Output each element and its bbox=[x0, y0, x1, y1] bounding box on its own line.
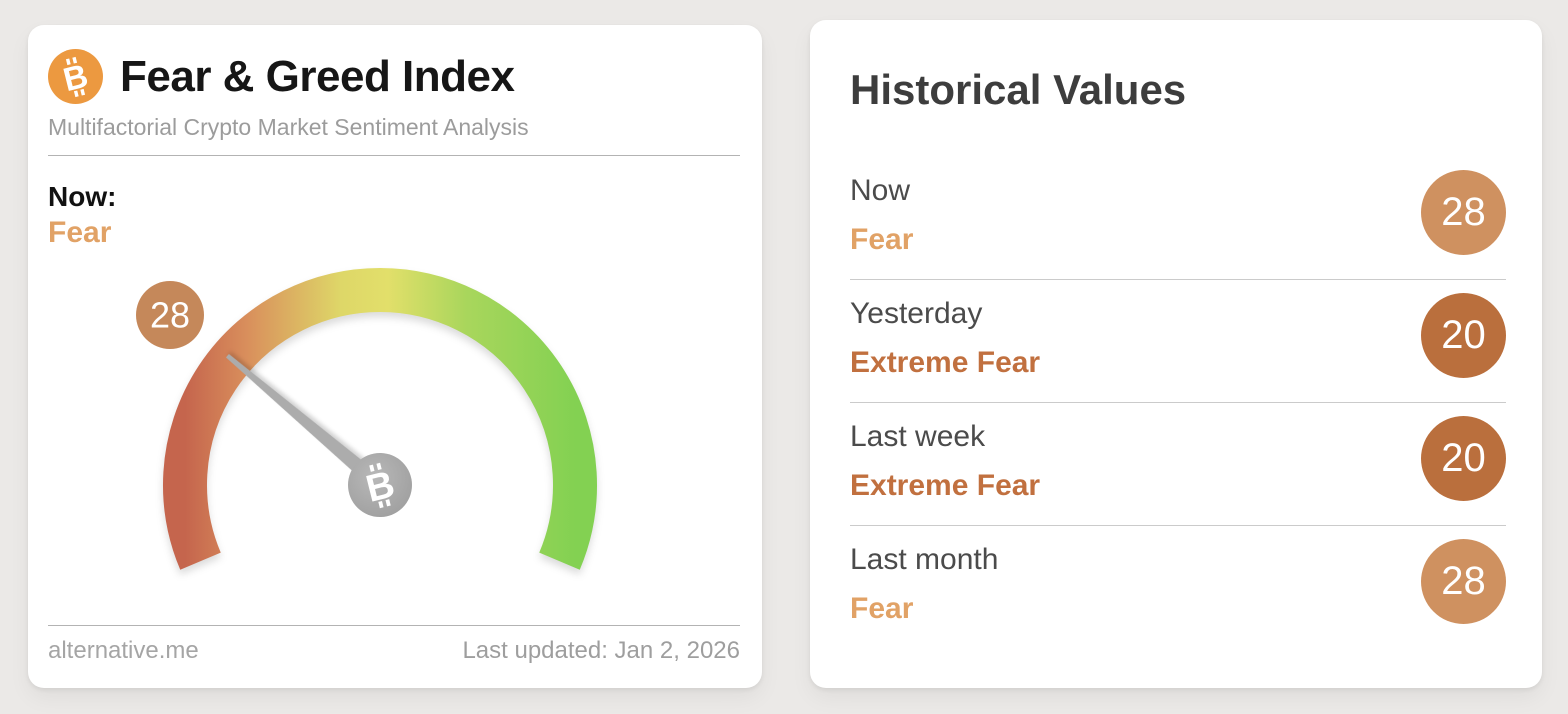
historical-values-list: Now Fear 28 Yesterday Extreme Fear 20 La… bbox=[850, 157, 1506, 649]
value-badge-text: 28 bbox=[1441, 190, 1486, 234]
gauge-value-badge-text: 28 bbox=[150, 295, 190, 336]
footer-divider bbox=[48, 625, 740, 626]
history-row-yesterday: Yesterday Extreme Fear 20 bbox=[850, 280, 1506, 403]
history-row-sentiment: Extreme Fear bbox=[850, 346, 1041, 379]
gauge-value-badge: 28 bbox=[136, 281, 204, 349]
fear-greed-header: B Fear & Greed Index bbox=[48, 49, 515, 104]
gauge-needle bbox=[225, 354, 386, 492]
history-row-sentiment: Extreme Fear bbox=[850, 469, 1041, 502]
history-row-now: Now Fear 28 bbox=[850, 157, 1506, 280]
value-badge-text: 28 bbox=[1441, 559, 1486, 603]
history-row-label: Now bbox=[850, 174, 911, 207]
last-updated-text: Last updated: Jan 2, 2026 bbox=[462, 637, 740, 664]
value-badge: 20 bbox=[1421, 416, 1506, 501]
value-badge: 20 bbox=[1421, 293, 1506, 378]
now-sentiment: Fear bbox=[48, 216, 112, 249]
value-badge: 28 bbox=[1421, 539, 1506, 624]
value-badge-text: 20 bbox=[1441, 313, 1486, 357]
history-row-sentiment: Fear bbox=[850, 592, 914, 625]
historical-values-title: Historical Values bbox=[850, 66, 1187, 113]
bitcoin-logo-icon: B bbox=[48, 49, 103, 104]
history-row-label: Yesterday bbox=[850, 297, 983, 330]
history-row-sentiment: Fear bbox=[850, 223, 914, 256]
history-row-last-week: Last week Extreme Fear 20 bbox=[850, 403, 1506, 526]
history-row-last-month: Last month Fear 28 bbox=[850, 526, 1506, 649]
source-link[interactable]: alternative.me bbox=[48, 637, 199, 664]
now-label: Now: bbox=[48, 181, 117, 212]
value-badge: 28 bbox=[1421, 170, 1506, 255]
historical-values-card: Historical Values Now Fear 28 Yesterday … bbox=[810, 20, 1542, 688]
gauge-hub: B bbox=[348, 453, 412, 517]
fear-greed-card: B Fear & Greed Index Multifactorial Cryp… bbox=[28, 25, 762, 688]
page-title: Fear & Greed Index bbox=[120, 51, 515, 101]
fear-greed-gauge: 28 B bbox=[120, 240, 640, 590]
history-row-label: Last week bbox=[850, 420, 986, 453]
header-divider bbox=[48, 155, 740, 156]
gauge-arc bbox=[163, 268, 597, 570]
card-footer: alternative.me Last updated: Jan 2, 2026 bbox=[48, 625, 740, 665]
page-subtitle: Multifactorial Crypto Market Sentiment A… bbox=[48, 114, 529, 140]
value-badge-text: 20 bbox=[1441, 436, 1486, 480]
history-row-label: Last month bbox=[850, 543, 999, 576]
